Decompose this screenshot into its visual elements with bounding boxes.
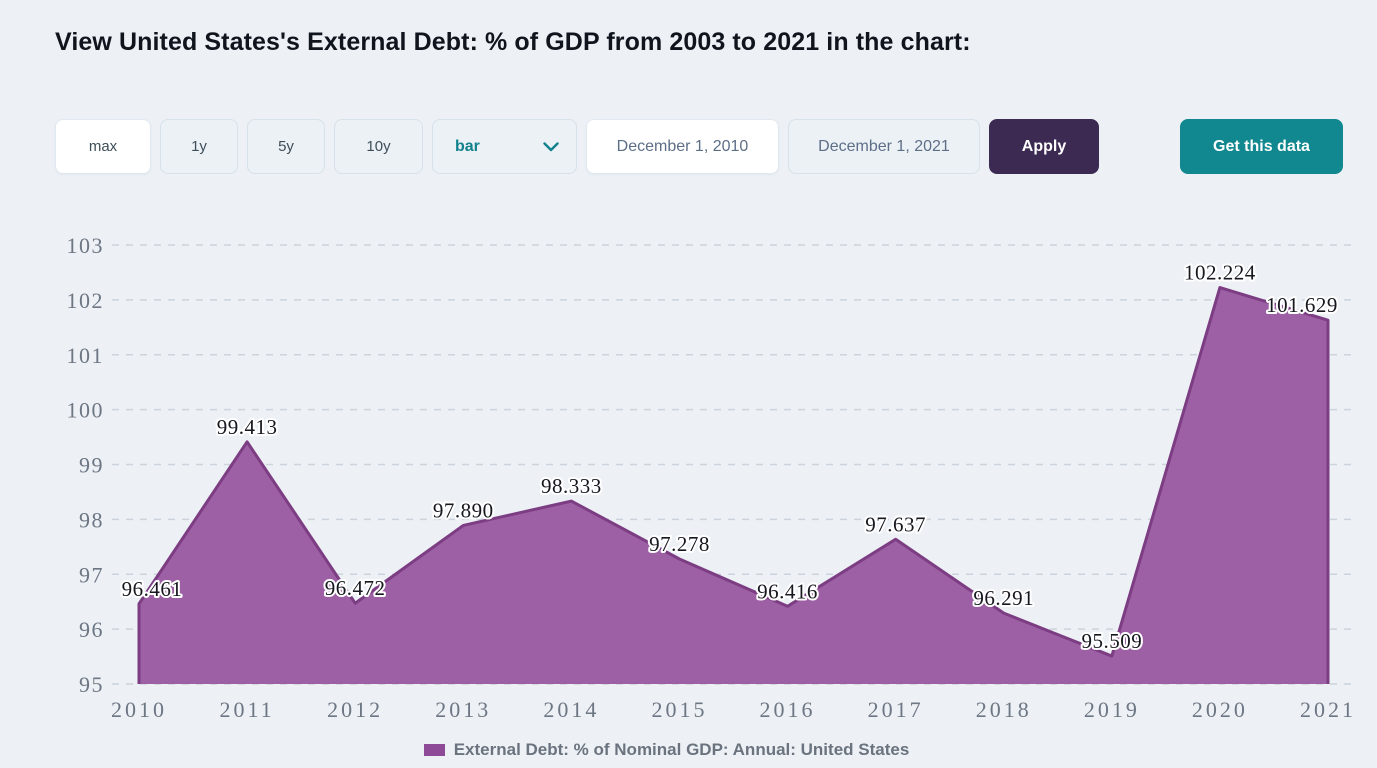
x-axis-tick-label: 2013: [435, 697, 491, 722]
x-axis-tick-label: 2018: [976, 697, 1032, 722]
data-point-label: 101.629: [1266, 293, 1338, 317]
x-axis-tick-label: 2015: [651, 697, 707, 722]
data-point-label: 97.637: [865, 512, 926, 536]
get-this-data-button[interactable]: Get this data: [1180, 119, 1343, 174]
data-point-label: 98.333: [541, 474, 602, 498]
chevron-down-icon: [543, 141, 559, 151]
x-axis-tick-label: 2017: [868, 697, 924, 722]
legend-swatch: [423, 744, 445, 756]
area-series-line: [137, 286, 1330, 684]
range-button-max[interactable]: max: [55, 119, 151, 174]
y-axis-tick-label: 100: [67, 398, 105, 423]
area-chart: 95 96 97 98 99 100 101 102 103 96.461 99.413 96.472…: [67, 233, 1356, 722]
range-button-1y[interactable]: 1y: [160, 119, 238, 174]
data-point-label: 96.461: [122, 577, 183, 601]
data-point-label: 96.291: [973, 586, 1034, 610]
y-axis-tick-label: 101: [67, 343, 105, 368]
x-axis-tick-label: 2011: [219, 697, 274, 722]
x-axis-tick-label: 2021: [1300, 697, 1356, 722]
x-axis-tick-label: 2014: [543, 697, 599, 722]
range-button-10y[interactable]: 10y: [334, 119, 423, 174]
y-axis-tick-label: 96: [79, 617, 104, 642]
data-point-label: 102.224: [1184, 261, 1256, 285]
toolbar: max 1y 5y 10y bar December 1, 2010 Decem…: [0, 119, 1377, 174]
area-series-fill: [139, 287, 1328, 684]
data-point-label: 96.472: [325, 576, 386, 600]
data-point-label: 99.413: [217, 415, 278, 439]
y-axis-tick-label: 103: [67, 233, 105, 258]
y-axis-tick-label: 95: [79, 672, 104, 697]
data-point-label: 97.890: [433, 498, 494, 522]
chart-legend: External Debt: % of Nominal GDP: Annual:…: [0, 740, 1333, 760]
x-axis-tick-label: 2019: [1084, 697, 1140, 722]
x-axis-tick-label: 2016: [760, 697, 816, 722]
y-axis-tick-label: 99: [79, 453, 104, 478]
chart-type-select[interactable]: bar: [432, 119, 577, 174]
data-point-label: 96.416: [757, 579, 818, 603]
data-point-label: 95.509: [1081, 629, 1142, 653]
apply-button[interactable]: Apply: [989, 119, 1099, 174]
page-title: View United States's External Debt: % of…: [55, 28, 971, 56]
y-axis-tick-label: 102: [67, 288, 105, 313]
x-axis-tick-label: 2020: [1192, 697, 1248, 722]
range-button-5y[interactable]: 5y: [247, 119, 325, 174]
legend-label: External Debt: % of Nominal GDP: Annual:…: [453, 740, 910, 759]
chart-type-value: bar: [455, 137, 480, 155]
date-from-input[interactable]: December 1, 2010: [586, 119, 779, 174]
x-axis-tick-label: 2010: [111, 697, 167, 722]
x-axis-tick-label: 2012: [327, 697, 383, 722]
y-axis-tick-label: 98: [79, 507, 104, 532]
data-point-label: 97.278: [649, 532, 710, 556]
y-axis-tick-label: 97: [79, 562, 104, 587]
date-to-input[interactable]: December 1, 2021: [788, 119, 980, 174]
